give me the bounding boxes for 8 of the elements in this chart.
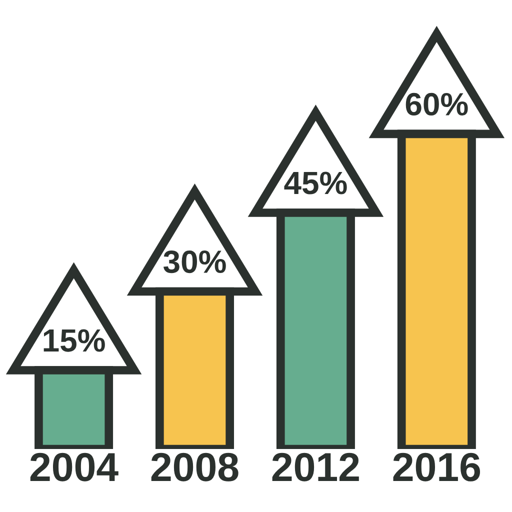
x-tick-label: 2004 [30,452,118,482]
data-label: 15% [44,329,105,352]
data-label: 45% [284,172,347,194]
x-tick-label: 2008 [151,452,238,482]
data-label: 30% [164,250,226,274]
x-tick-label: 2012 [272,452,359,482]
x-tick-label: 2016 [393,452,480,482]
data-label: 60% [406,92,468,116]
